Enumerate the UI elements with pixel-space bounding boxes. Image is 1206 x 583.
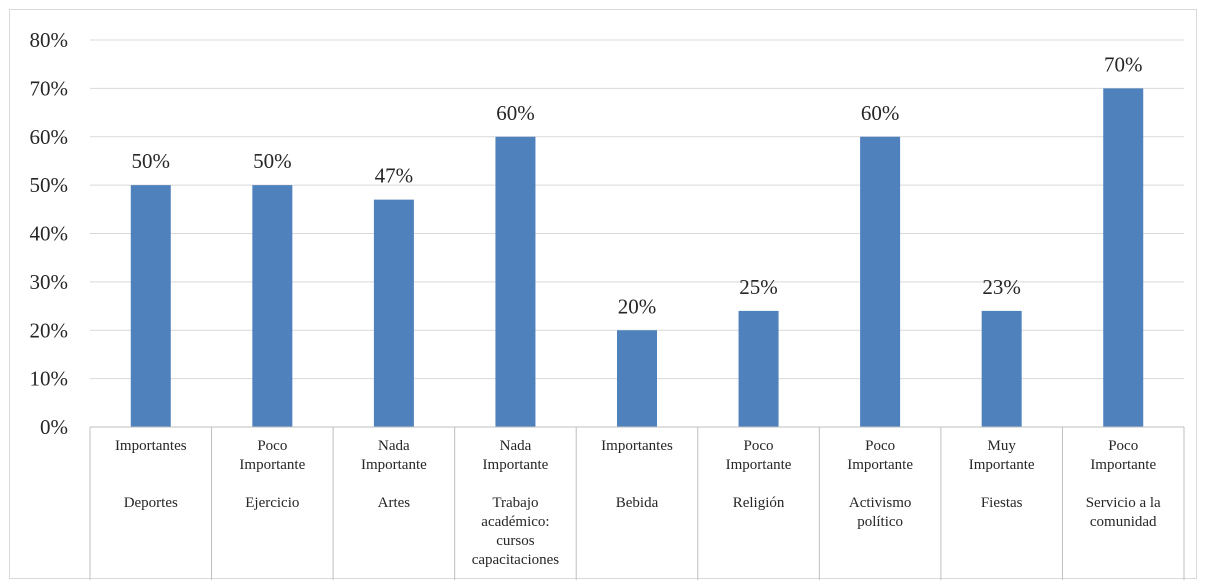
chart-area: 0% 10% 20% 30% 40% 50% 60% 70% 80% 50% Importantes…	[9, 9, 1197, 580]
bar	[130, 185, 171, 427]
category-subject-label: Deportes	[124, 495, 178, 511]
category-subject-label: Fiestas	[981, 495, 1023, 511]
y-tick-label: 80%	[30, 28, 69, 52]
bar	[252, 185, 293, 427]
bar-chart: 0% 10% 20% 30% 40% 50% 60% 70% 80% 50% Importantes…	[30, 28, 1185, 580]
bar	[1103, 88, 1144, 427]
category-group-label: Poco Importante	[239, 438, 305, 473]
data-label: 23%	[982, 275, 1021, 299]
category-subject-label: Servicio a la comunidad	[1086, 495, 1161, 530]
bar	[860, 136, 901, 427]
data-label: 25%	[739, 275, 778, 299]
y-tick-label: 40%	[30, 222, 69, 246]
y-tick-label: 0%	[40, 415, 68, 439]
y-tick-label: 70%	[30, 76, 69, 100]
y-tick-label: 20%	[30, 318, 69, 342]
data-label: 50%	[253, 149, 292, 173]
data-label: 70%	[1104, 52, 1143, 76]
y-tick-label: 60%	[30, 125, 69, 149]
data-label: 60%	[496, 101, 535, 125]
bar	[738, 310, 779, 427]
category-group-label: Importantes	[601, 438, 673, 454]
data-label: 60%	[861, 101, 900, 125]
category-group-label: Poco Importante	[1090, 438, 1156, 473]
category-group-label: Nada Importante	[361, 438, 427, 473]
y-tick-label: 50%	[30, 173, 69, 197]
data-label: 47%	[375, 164, 414, 188]
category-subject-label: Ejercicio	[245, 495, 299, 511]
category-subject-label: Bebida	[616, 495, 659, 511]
y-tick-label: 30%	[30, 270, 69, 294]
data-label: 50%	[132, 149, 171, 173]
category-subject-label: Trabajo académico: cursos capacitaciones	[472, 495, 560, 568]
data-label: 20%	[618, 294, 657, 318]
y-tick-label: 10%	[30, 367, 69, 391]
bar	[495, 136, 536, 427]
bar	[373, 199, 414, 427]
bar	[981, 310, 1022, 427]
category-subject-label: Artes	[378, 495, 411, 511]
category-group-label: Muy Importante	[969, 438, 1035, 473]
labels: 0% 10% 20% 30% 40% 50% 60% 70% 80% 50% Importantes…	[30, 28, 1162, 568]
category-subject-label: Religión	[733, 495, 785, 511]
bars	[130, 88, 1144, 427]
bar	[617, 330, 657, 427]
category-group-label: Nada Importante	[483, 438, 549, 473]
category-subject-label: Activismo político	[849, 495, 912, 530]
category-group-label: Importantes	[115, 438, 187, 454]
category-group-label: Poco Importante	[847, 438, 913, 473]
category-group-label: Poco Importante	[726, 438, 792, 473]
axes	[89, 426, 1185, 580]
